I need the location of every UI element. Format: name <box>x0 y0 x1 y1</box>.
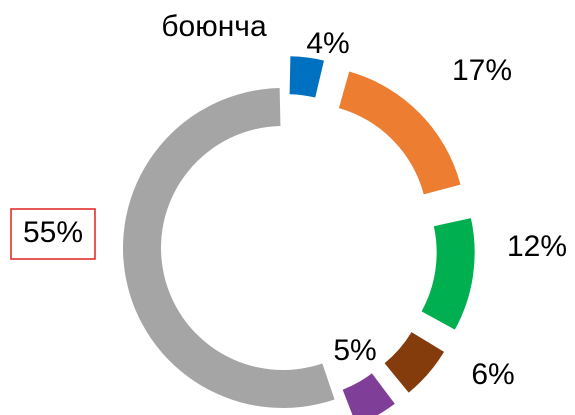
donut-slice <box>342 373 395 415</box>
data-label: 5% <box>333 334 376 367</box>
data-label: 55% <box>23 216 83 249</box>
donut-slice <box>338 71 461 195</box>
label-highlight <box>10 208 96 260</box>
data-label: 4% <box>306 27 349 60</box>
donut-slice <box>421 218 475 330</box>
donut-slice <box>289 56 324 98</box>
data-label: 17% <box>452 54 512 87</box>
donut-slice <box>384 332 445 393</box>
data-label: 6% <box>471 358 514 391</box>
donut-slice <box>123 88 335 408</box>
chart-title: боюнча <box>161 10 267 43</box>
data-label: 12% <box>507 230 567 263</box>
